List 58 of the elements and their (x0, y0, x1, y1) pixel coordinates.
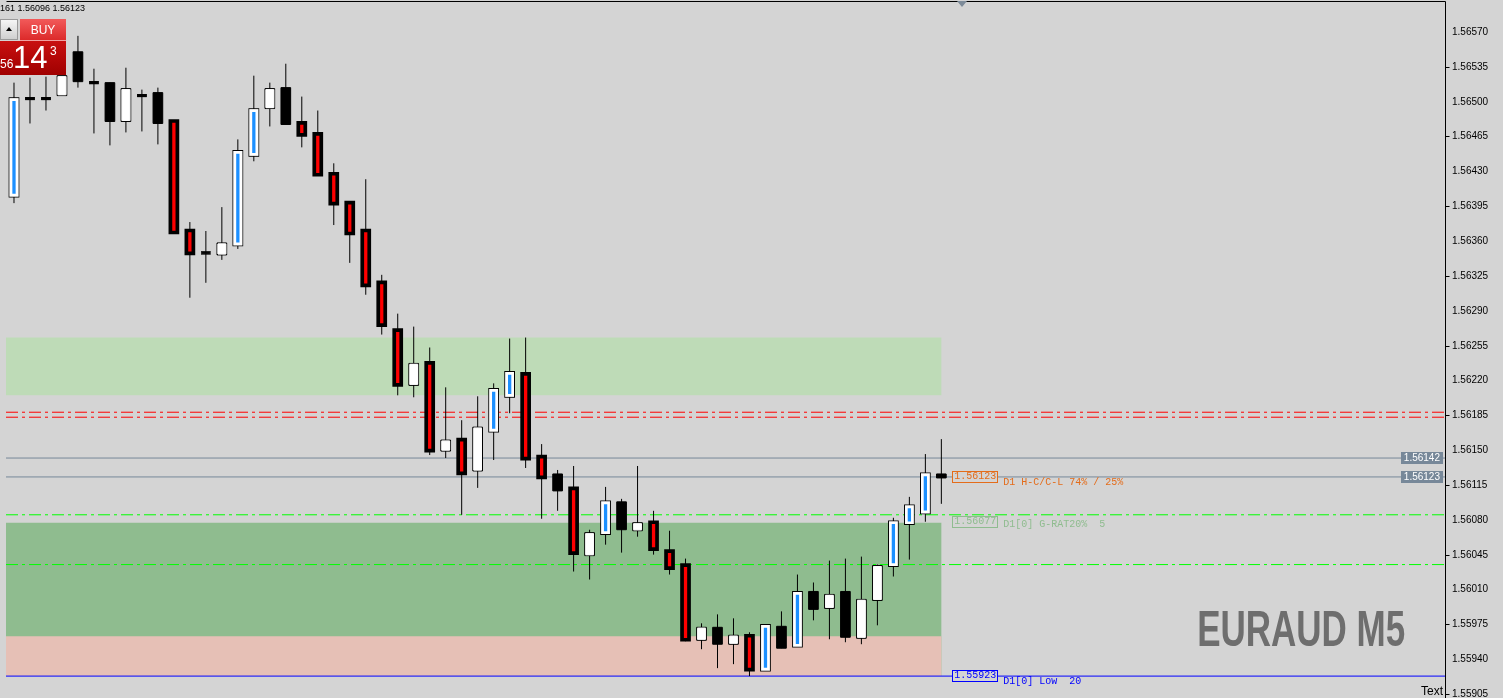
y-tick-label: 1.56115 (1452, 478, 1488, 490)
annotation: 56 (0, 57, 14, 71)
y-tick-label: 1.56395 (1452, 200, 1489, 212)
ref-line-label: 1.56142 (1400, 452, 1443, 465)
candlestick (809, 582, 818, 621)
y-tick-label: 1.56430 (1452, 165, 1489, 177)
annotation: 14 (13, 40, 48, 75)
y-tick-label: 1.56290 (1452, 304, 1489, 316)
arrow-button[interactable] (0, 19, 18, 40)
candlestick (409, 326, 419, 398)
annotation: Text (1421, 684, 1444, 698)
annotation: 1.55923 (952, 670, 999, 683)
y-tick-label: 1.56500 (1452, 95, 1489, 107)
candlestick (201, 230, 211, 284)
annotation: 161 1.56096 1.56123 (0, 3, 86, 14)
candlestick (633, 465, 642, 538)
candlestick (937, 438, 946, 505)
y-tick-label: 1.56185 (1452, 409, 1489, 421)
y-tick-label: 1.56045 (1452, 548, 1489, 560)
y-tick-label: 1.55975 (1452, 618, 1489, 630)
candlestick (553, 469, 562, 512)
candlestick (505, 338, 514, 414)
candlestick (217, 206, 227, 261)
annotation: EURAUD M5 (1196, 601, 1405, 657)
candlestick (825, 560, 834, 640)
y-tick-label: 1.56080 (1452, 513, 1489, 525)
candlestick (729, 617, 738, 665)
candlestick (777, 610, 786, 649)
candlestick (713, 613, 722, 669)
candlestick (537, 443, 546, 520)
candlestick (265, 82, 275, 127)
y-tick-label: 1.56570 (1452, 25, 1489, 37)
annotation: D1 H-C/C-L 74% / 25% (1003, 476, 1124, 488)
candlestick (441, 386, 451, 459)
y-tick-label: 1.56010 (1452, 583, 1489, 595)
candlestick (665, 530, 674, 576)
y-tick-label: 1.56150 (1452, 444, 1489, 456)
candlestick (57, 76, 67, 97)
annotation: 3 (50, 44, 57, 58)
ref-line-label: 1.56123 (1400, 470, 1443, 483)
annotation: D1[0] G-RAT20% 5 (1003, 519, 1106, 530)
y-tick-label: 1.56535 (1452, 60, 1489, 72)
candlestick (297, 96, 307, 148)
y-tick-label: 1.56255 (1452, 339, 1489, 351)
annotation: 1.56123 (952, 470, 999, 483)
y-tick-label: 1.55940 (1452, 653, 1489, 665)
candlestick (185, 221, 195, 299)
candlestick (585, 529, 594, 581)
annotation: BUY (29, 23, 57, 37)
candlestick (697, 622, 706, 650)
annotation: D1[0] Low 20 (1003, 676, 1082, 688)
y-tick-label: 1.56465 (1452, 130, 1489, 142)
y-tick-label: 1.56325 (1452, 269, 1489, 281)
annotation: 1.56077 (952, 516, 999, 528)
y-tick-label: 1.56220 (1452, 374, 1489, 386)
y-tick-label: 1.55905 (1452, 688, 1489, 698)
y-tick-label: 1.56360 (1452, 234, 1489, 246)
candlestick (905, 496, 914, 561)
